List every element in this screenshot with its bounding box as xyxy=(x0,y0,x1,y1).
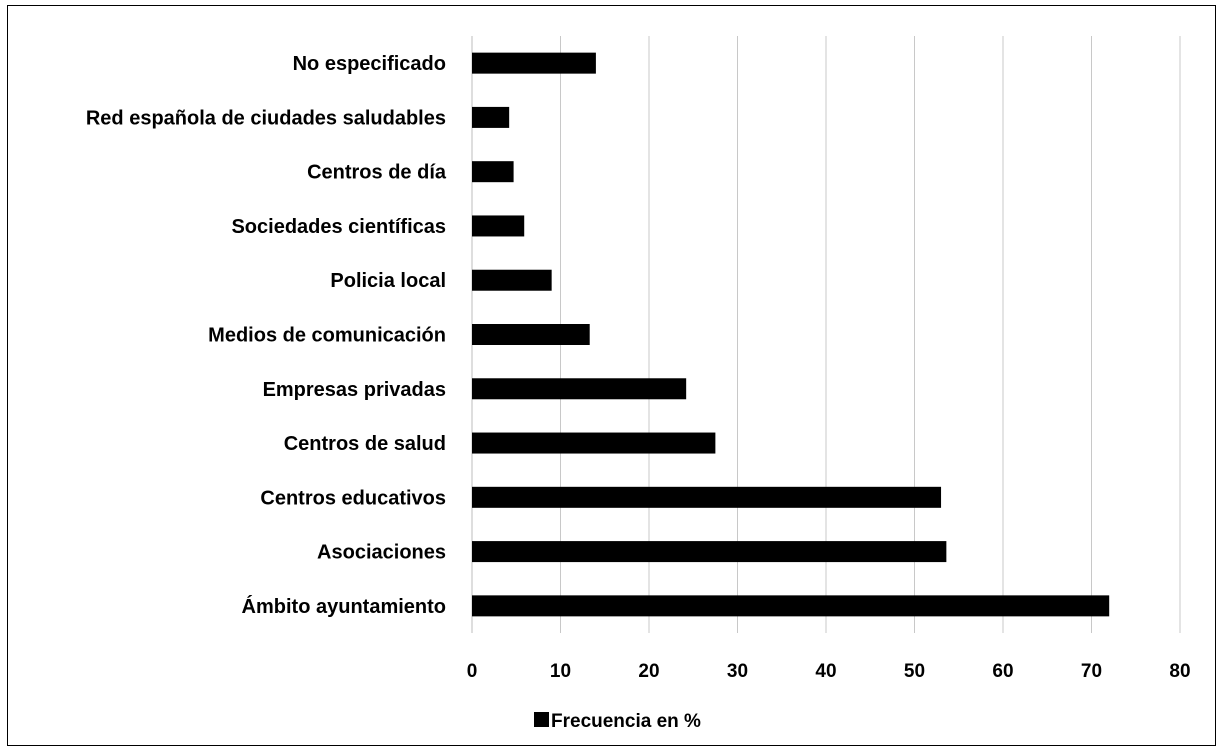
x-tick-label: 10 xyxy=(550,661,571,682)
bar xyxy=(472,324,590,345)
bar xyxy=(472,106,510,128)
x-tick-label: 30 xyxy=(727,661,748,682)
x-tick-labels: 0 10 20 30 40 50 60 70 80 xyxy=(467,661,1191,682)
legend-swatch xyxy=(534,712,549,727)
bar xyxy=(472,486,942,508)
gridlines xyxy=(471,36,1181,633)
x-tick-label: 0 xyxy=(467,661,478,682)
category-labels: No especificado Red española de ciudades … xyxy=(86,53,447,618)
category-label: Red española de ciudades saludables xyxy=(86,107,446,129)
bar xyxy=(472,161,514,183)
bar xyxy=(472,215,525,237)
x-tick-label: 20 xyxy=(638,661,659,682)
bar xyxy=(472,432,716,454)
category-label: No especificado xyxy=(293,53,446,75)
bar xyxy=(472,378,687,400)
category-label: Centros de día xyxy=(307,162,447,184)
category-label: Medios de comunicación xyxy=(208,325,446,347)
bar xyxy=(472,541,947,563)
x-tick-label: 60 xyxy=(992,661,1013,682)
legend: Frecuencia en % xyxy=(534,711,701,732)
category-label: Sociedades científicas xyxy=(231,216,446,238)
x-tick-label: 70 xyxy=(1081,661,1102,682)
x-tick-label: 80 xyxy=(1169,661,1190,682)
category-label: Policia local xyxy=(330,270,446,292)
category-label: Centros de salud xyxy=(284,433,446,455)
category-label: Centros educativos xyxy=(260,487,446,509)
bar xyxy=(472,52,596,74)
category-label: Empresas privadas xyxy=(263,379,446,401)
category-label: Ámbito ayuntamiento xyxy=(242,595,446,618)
bar xyxy=(472,269,552,291)
x-tick-label: 50 xyxy=(904,661,925,682)
category-label: Asociaciones xyxy=(317,542,446,564)
x-tick-label: 40 xyxy=(815,661,836,682)
bars xyxy=(472,52,1110,617)
bar xyxy=(472,595,1110,617)
legend-label: Frecuencia en % xyxy=(551,711,701,732)
chart-frame xyxy=(7,5,1216,746)
